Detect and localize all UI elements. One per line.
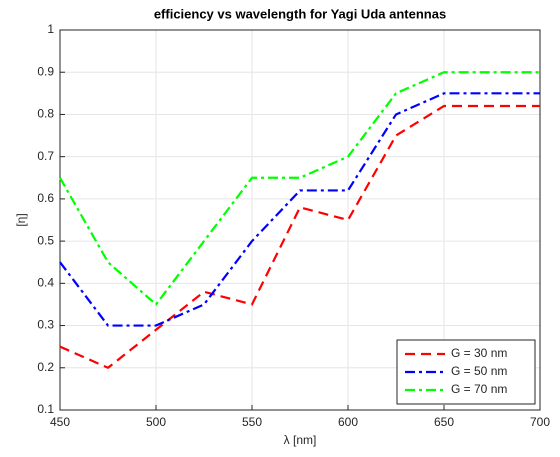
legend-label: G = 70 nm <box>451 382 507 396</box>
x-tick-label: 450 <box>50 415 70 429</box>
y-tick-label: 0.1 <box>37 402 54 416</box>
series-line <box>59 92 540 327</box>
y-axis-label: [η] <box>14 213 28 226</box>
x-tick-label: 600 <box>338 415 358 429</box>
legend-label: G = 30 nm <box>451 346 507 360</box>
y-tick-label: 0.5 <box>37 233 54 247</box>
axes-box <box>59 29 541 411</box>
y-tick-label: 0.2 <box>37 360 54 374</box>
legend-label: G = 50 nm <box>451 364 507 378</box>
series-line <box>59 104 540 370</box>
x-tick-label: 700 <box>530 415 550 429</box>
y-tick-label: 0.7 <box>37 149 54 163</box>
x-tick-label: 500 <box>146 415 166 429</box>
x-tick-label: 650 <box>434 415 454 429</box>
chart-title: efficiency vs wavelength for Yagi Uda an… <box>154 6 446 21</box>
y-tick-label: 1 <box>47 22 54 36</box>
y-tick-label: 0.3 <box>37 318 54 332</box>
x-axis-label: λ [nm] <box>284 433 317 447</box>
y-tick-label: 0.4 <box>37 276 54 290</box>
y-tick-label: 0.9 <box>37 64 54 78</box>
y-tick-label: 0.6 <box>37 191 54 205</box>
y-tick-label: 0.8 <box>37 107 54 121</box>
series-line <box>59 71 540 307</box>
x-tick-label: 550 <box>242 415 262 429</box>
